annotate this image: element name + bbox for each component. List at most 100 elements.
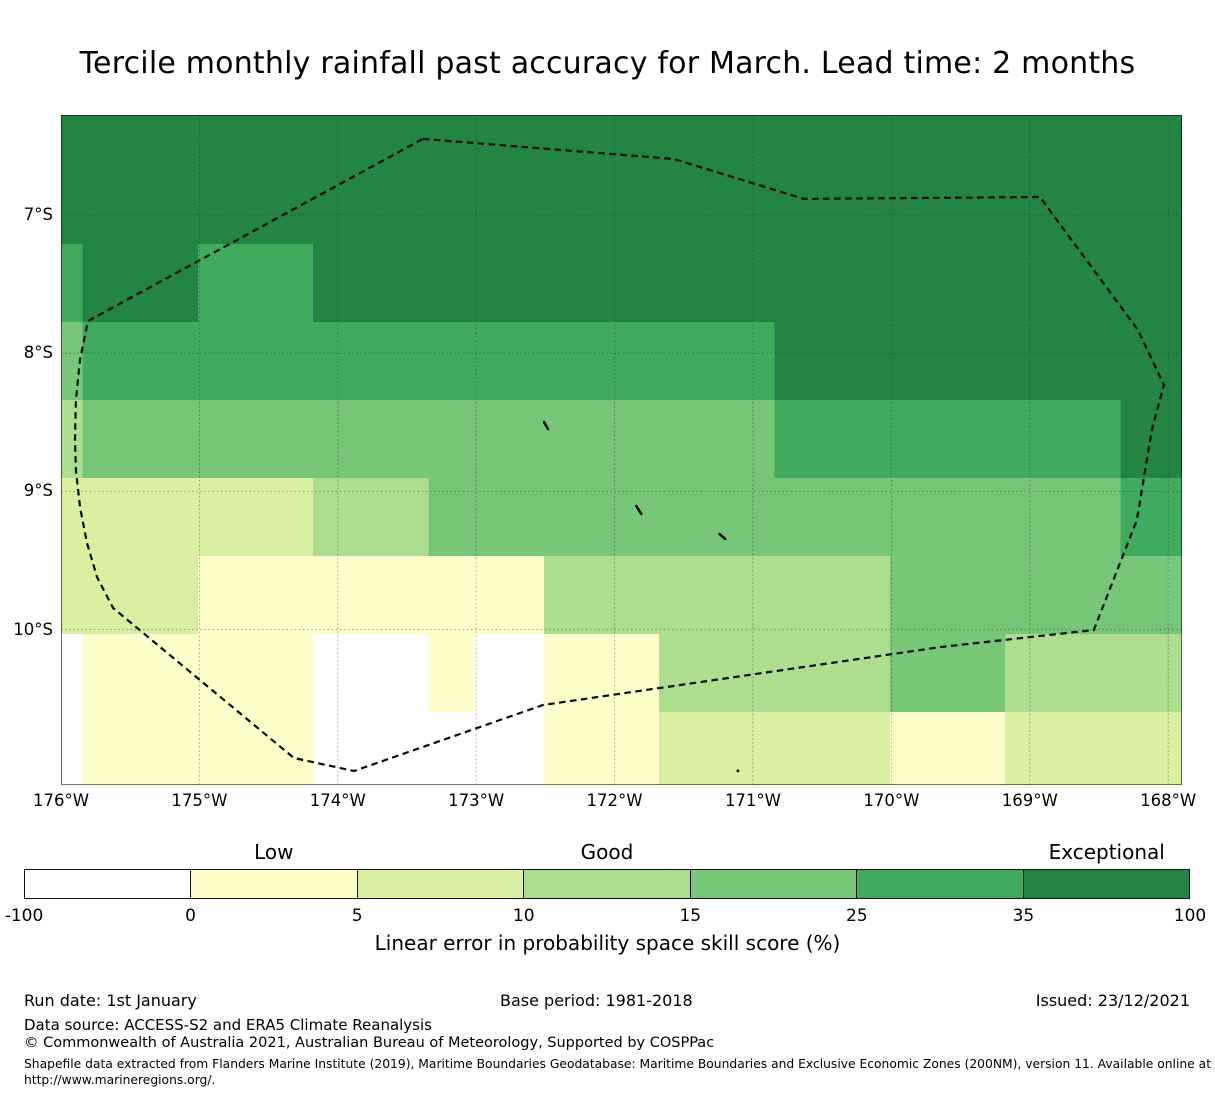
colorbar-segment xyxy=(25,870,191,898)
grid-cell xyxy=(1005,321,1121,400)
colorbar-segment xyxy=(1022,870,1189,898)
grid-cell xyxy=(889,321,1006,400)
colorbar-segment xyxy=(356,870,524,898)
grid-cell xyxy=(1120,243,1182,322)
grid-cell xyxy=(428,399,544,478)
grid-cell xyxy=(774,633,890,713)
grid-cell xyxy=(197,633,314,713)
footer-copyright: © Commonwealth of Australia 2021, Austra… xyxy=(24,1035,715,1051)
grid-cell xyxy=(197,321,314,400)
grid-cell xyxy=(61,165,83,244)
grid-cell xyxy=(543,477,660,556)
colorbar-tick-label: 0 xyxy=(185,906,196,926)
grid-cell xyxy=(1120,633,1182,713)
y-tick-label: 10°S xyxy=(13,619,53,639)
grid-cell xyxy=(659,165,775,244)
grid-cell xyxy=(313,633,429,713)
grid-cell xyxy=(82,633,198,713)
grid-cell xyxy=(197,243,314,322)
colorbar-tick-label: 5 xyxy=(351,906,363,926)
grid-cell xyxy=(659,477,775,556)
grid-cell xyxy=(428,712,544,785)
grid-cell xyxy=(82,243,198,322)
grid-cell xyxy=(774,477,890,556)
grid-cell xyxy=(428,243,544,322)
grid-cell xyxy=(1120,555,1182,634)
grid-cell xyxy=(1005,399,1121,478)
x-tick-label: 170°W xyxy=(863,791,920,810)
grid-cell xyxy=(659,399,775,478)
y-tick-label: 9°S xyxy=(23,481,53,501)
grid-cell xyxy=(1120,165,1182,244)
grid-cell xyxy=(543,243,660,322)
colorbar-tick-label: 35 xyxy=(1012,906,1035,926)
grid-cell xyxy=(659,115,775,166)
grid-cell xyxy=(197,712,314,785)
grid-cell xyxy=(889,633,1006,713)
colorbar-category-label: Exceptional xyxy=(1048,840,1165,864)
grid-cell xyxy=(1005,555,1121,634)
grid-cell xyxy=(889,712,1006,785)
grid-cell xyxy=(1120,477,1182,556)
grid-cell xyxy=(889,165,1006,244)
x-tick-label: 168°W xyxy=(1140,791,1197,810)
colorbar-axis-label: Linear error in probability space skill … xyxy=(374,931,841,955)
colorbar-segment xyxy=(689,870,857,898)
footer-shapefile-note: Shapefile data extracted from Flanders M… xyxy=(24,1057,1212,1071)
grid-cell xyxy=(659,555,775,634)
grid-cell xyxy=(1005,712,1121,785)
grid-cell xyxy=(197,399,314,478)
grid-cell xyxy=(61,115,83,166)
map-frame xyxy=(61,115,1182,785)
map-canvas xyxy=(61,115,1182,785)
grid-cell xyxy=(61,399,83,478)
grid-cell xyxy=(313,243,429,322)
footer-issued-date: Issued: 23/12/2021 xyxy=(1035,991,1190,1010)
grid-cell xyxy=(659,243,775,322)
island-nukunonu xyxy=(635,504,643,516)
chart-title: Tercile monthly rainfall past accuracy f… xyxy=(79,46,1136,81)
grid-cell xyxy=(543,712,660,785)
eez-boundary-line xyxy=(73,137,1166,773)
colorbar-tick-label: 10 xyxy=(512,906,535,926)
grid-cell xyxy=(428,321,544,400)
grid-cell-override xyxy=(474,633,544,713)
grid-cell xyxy=(774,712,890,785)
x-tick-label: 172°W xyxy=(586,791,643,810)
grid-cell xyxy=(543,555,660,634)
grid-cell xyxy=(313,115,429,166)
grid-cell xyxy=(82,321,198,400)
colorbar-tick-label: 100 xyxy=(1173,906,1207,926)
colorbar-category-label: Good xyxy=(580,840,634,864)
grid-cell xyxy=(543,399,660,478)
x-tick-label: 173°W xyxy=(448,791,505,810)
grid-cell xyxy=(543,165,660,244)
grid-cell xyxy=(1005,115,1121,166)
grid-cell xyxy=(61,243,83,322)
grid-cell xyxy=(313,555,429,634)
x-tick-label: 169°W xyxy=(1001,791,1058,810)
grid-cell xyxy=(774,115,890,166)
grid-cell xyxy=(313,477,429,556)
island-atafu xyxy=(542,420,550,431)
grid-cell xyxy=(774,399,890,478)
grid-cell xyxy=(1120,712,1182,785)
grid-cell xyxy=(197,477,314,556)
colorbar-tick-label: 25 xyxy=(846,906,868,926)
grid-cell xyxy=(428,477,544,556)
grid-cell xyxy=(774,243,890,322)
colorbar-tick-label: 15 xyxy=(679,906,702,926)
island-fakaofo xyxy=(718,532,727,541)
grid-cell xyxy=(82,115,198,166)
grid-cell xyxy=(1120,321,1182,400)
grid-cell xyxy=(428,555,544,634)
map-plot-area xyxy=(61,115,1182,785)
island-swains xyxy=(736,769,740,773)
colorbar-category-label: Low xyxy=(254,840,294,864)
grid-cell xyxy=(543,115,660,166)
x-tick-label: 174°W xyxy=(309,791,366,810)
grid-cell xyxy=(313,321,429,400)
grid-cell xyxy=(197,165,314,244)
grid-cell xyxy=(82,165,198,244)
colorbar-segment xyxy=(856,870,1023,898)
